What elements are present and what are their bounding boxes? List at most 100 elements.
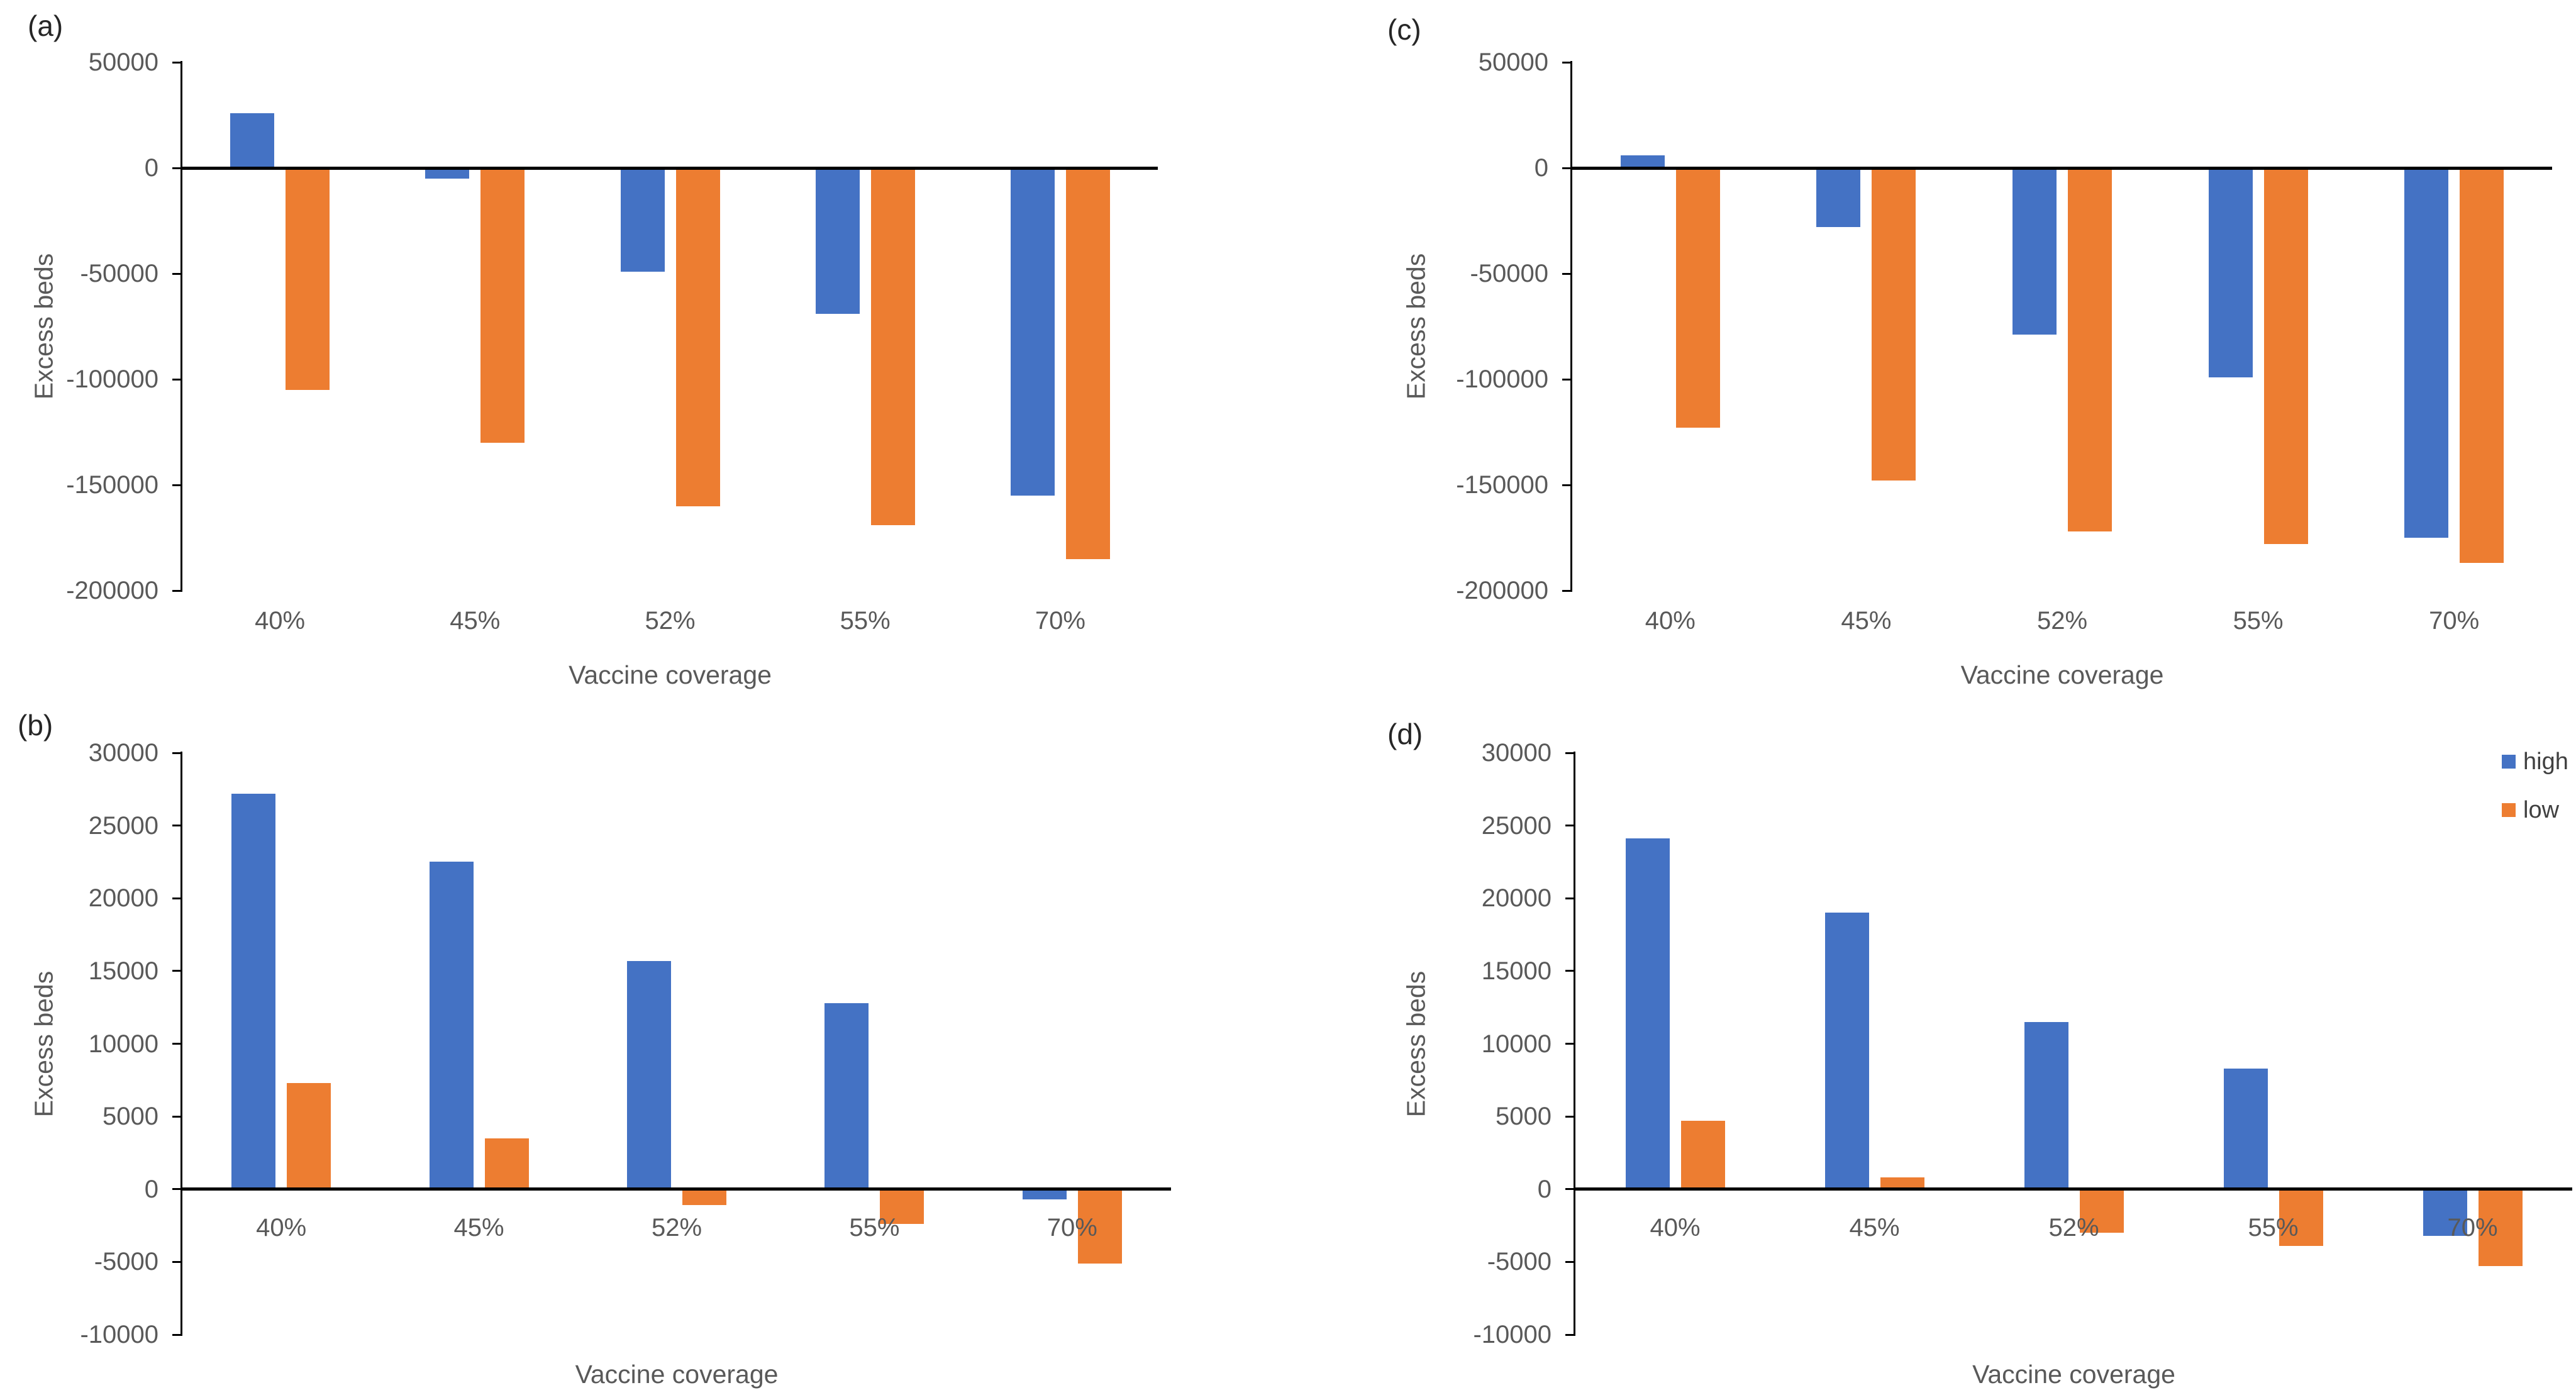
panel-letter-a: (a) xyxy=(28,9,64,42)
xtick-label-c-70%: 70% xyxy=(2429,607,2480,635)
xtick-label-c-55%: 55% xyxy=(2233,607,2284,635)
ytick-mark-b-0 xyxy=(172,1188,182,1191)
xlabel-c: Vaccine coverage xyxy=(1960,660,2164,689)
ytick-label-a--200000: -200000 xyxy=(66,577,158,604)
ytick-label-c--50000: -50000 xyxy=(1470,260,1548,287)
ytick-label-b-20000: 20000 xyxy=(88,884,158,913)
ytick-label-b-5000: 5000 xyxy=(103,1103,158,1131)
ytick-label-b-15000: 15000 xyxy=(88,957,158,985)
bar-b-low-52% xyxy=(682,1189,726,1206)
xlabel-b: Vaccine coverage xyxy=(575,1360,779,1389)
ytick-mark-b-15000 xyxy=(172,970,182,972)
xtick-label-a-40%: 40% xyxy=(255,607,306,635)
ytick-label-b-10000: 10000 xyxy=(88,1030,158,1058)
xtick-label-a-45%: 45% xyxy=(450,607,501,635)
zero-line-b xyxy=(182,1187,1171,1191)
ytick-mark-d-25000 xyxy=(1565,825,1575,827)
y-axis-line-b xyxy=(180,752,182,1336)
xtick-label-d-52%: 52% xyxy=(2048,1214,2099,1242)
bar-b-high-70% xyxy=(1022,1189,1067,1199)
bar-d-low-70% xyxy=(2478,1189,2523,1267)
xlabel-a: Vaccine coverage xyxy=(569,660,772,689)
xtick-label-a-52%: 52% xyxy=(645,607,696,635)
ytick-label-d-30000: 30000 xyxy=(1481,739,1552,767)
ytick-mark-b-10000 xyxy=(172,1043,182,1045)
ytick-label-b--10000: -10000 xyxy=(80,1321,158,1348)
zero-line-c xyxy=(1572,166,2552,170)
ytick-label-d-25000: 25000 xyxy=(1481,811,1552,840)
bar-b-low-55% xyxy=(880,1189,924,1225)
bar-c-low-55% xyxy=(2263,168,2308,545)
y-axis-line-d xyxy=(1574,752,1575,1336)
ytick-label-a--50000: -50000 xyxy=(80,260,158,287)
ytick-label-a-50000: 50000 xyxy=(88,48,158,76)
bar-d-low-45% xyxy=(1880,1177,1924,1189)
ytick-mark-d-5000 xyxy=(1565,1115,1575,1118)
legend-label-low: low xyxy=(2523,797,2560,823)
bar-c-low-70% xyxy=(2460,168,2504,564)
ytick-label-d--5000: -5000 xyxy=(1487,1248,1552,1276)
panel-letter-d: (d) xyxy=(1387,718,1423,750)
bar-d-high-70% xyxy=(2423,1189,2467,1236)
zero-line-d xyxy=(1575,1187,2572,1191)
panel-letter-c: (c) xyxy=(1387,13,1421,46)
y-axis-line-a xyxy=(180,61,182,592)
xtick-label-d-40%: 40% xyxy=(1650,1214,1701,1242)
xlabel-d: Vaccine coverage xyxy=(1972,1360,2175,1389)
bar-d-high-40% xyxy=(1625,838,1670,1189)
xtick-label-d-70%: 70% xyxy=(2447,1214,2498,1242)
bar-b-high-55% xyxy=(824,1003,869,1189)
ytick-label-d--10000: -10000 xyxy=(1473,1321,1552,1348)
bar-b-high-40% xyxy=(231,793,276,1189)
xtick-label-b-70%: 70% xyxy=(1046,1214,1097,1242)
xtick-label-a-70%: 70% xyxy=(1035,607,1085,635)
ytick-mark-a-0 xyxy=(172,167,182,169)
xtick-label-d-55%: 55% xyxy=(2248,1214,2299,1242)
bar-c-high-70% xyxy=(2404,168,2449,538)
ytick-mark-b-5000 xyxy=(172,1115,182,1118)
ytick-mark-d-15000 xyxy=(1565,970,1575,972)
bar-a-high-55% xyxy=(815,168,860,314)
bar-d-high-45% xyxy=(1824,913,1869,1189)
ytick-mark-b--10000 xyxy=(172,1333,182,1336)
ytick-label-a--150000: -150000 xyxy=(66,471,158,499)
bar-c-low-45% xyxy=(1872,168,1916,481)
xtick-label-c-45%: 45% xyxy=(1841,607,1892,635)
bar-c-high-45% xyxy=(1816,168,1861,228)
bar-c-low-52% xyxy=(2068,168,2112,531)
legend-label-high: high xyxy=(2523,748,2568,775)
ytick-label-d-0: 0 xyxy=(1537,1175,1552,1203)
bar-a-low-55% xyxy=(870,168,915,525)
xtick-label-b-52%: 52% xyxy=(651,1214,702,1242)
ytick-label-c--100000: -100000 xyxy=(1456,365,1548,393)
ytick-label-d-5000: 5000 xyxy=(1496,1103,1552,1131)
bar-d-high-55% xyxy=(2223,1068,2268,1189)
xtick-label-c-40%: 40% xyxy=(1645,607,1696,635)
ytick-label-c-0: 0 xyxy=(1534,154,1548,182)
bar-b-low-40% xyxy=(287,1082,331,1189)
ytick-mark-b-20000 xyxy=(172,897,182,899)
ytick-mark-c-50000 xyxy=(1562,61,1572,64)
xtick-label-a-55%: 55% xyxy=(840,607,891,635)
ytick-mark-a--50000 xyxy=(172,272,182,275)
ytick-mark-c--150000 xyxy=(1562,484,1572,486)
ylabel-d: Excess beds xyxy=(1401,970,1431,1117)
ytick-mark-d-20000 xyxy=(1565,897,1575,899)
bar-a-low-40% xyxy=(286,168,330,390)
bar-c-high-52% xyxy=(2012,168,2057,335)
ytick-mark-d--10000 xyxy=(1565,1333,1575,1336)
bar-c-low-40% xyxy=(1675,168,1720,428)
y-axis-line-c xyxy=(1570,61,1572,592)
ytick-mark-a--100000 xyxy=(172,378,182,381)
legend-marker-high-icon xyxy=(2502,755,2516,769)
bar-a-high-40% xyxy=(230,113,275,168)
ytick-mark-a-50000 xyxy=(172,61,182,64)
ytick-label-a-0: 0 xyxy=(144,154,158,182)
ytick-mark-a--150000 xyxy=(172,484,182,486)
zero-line-a xyxy=(182,166,1158,170)
bar-b-high-52% xyxy=(627,960,671,1189)
xtick-label-d-45%: 45% xyxy=(1849,1214,1900,1242)
bar-c-high-55% xyxy=(2208,168,2253,377)
xtick-label-b-55%: 55% xyxy=(849,1214,900,1242)
bar-a-high-70% xyxy=(1010,168,1055,496)
